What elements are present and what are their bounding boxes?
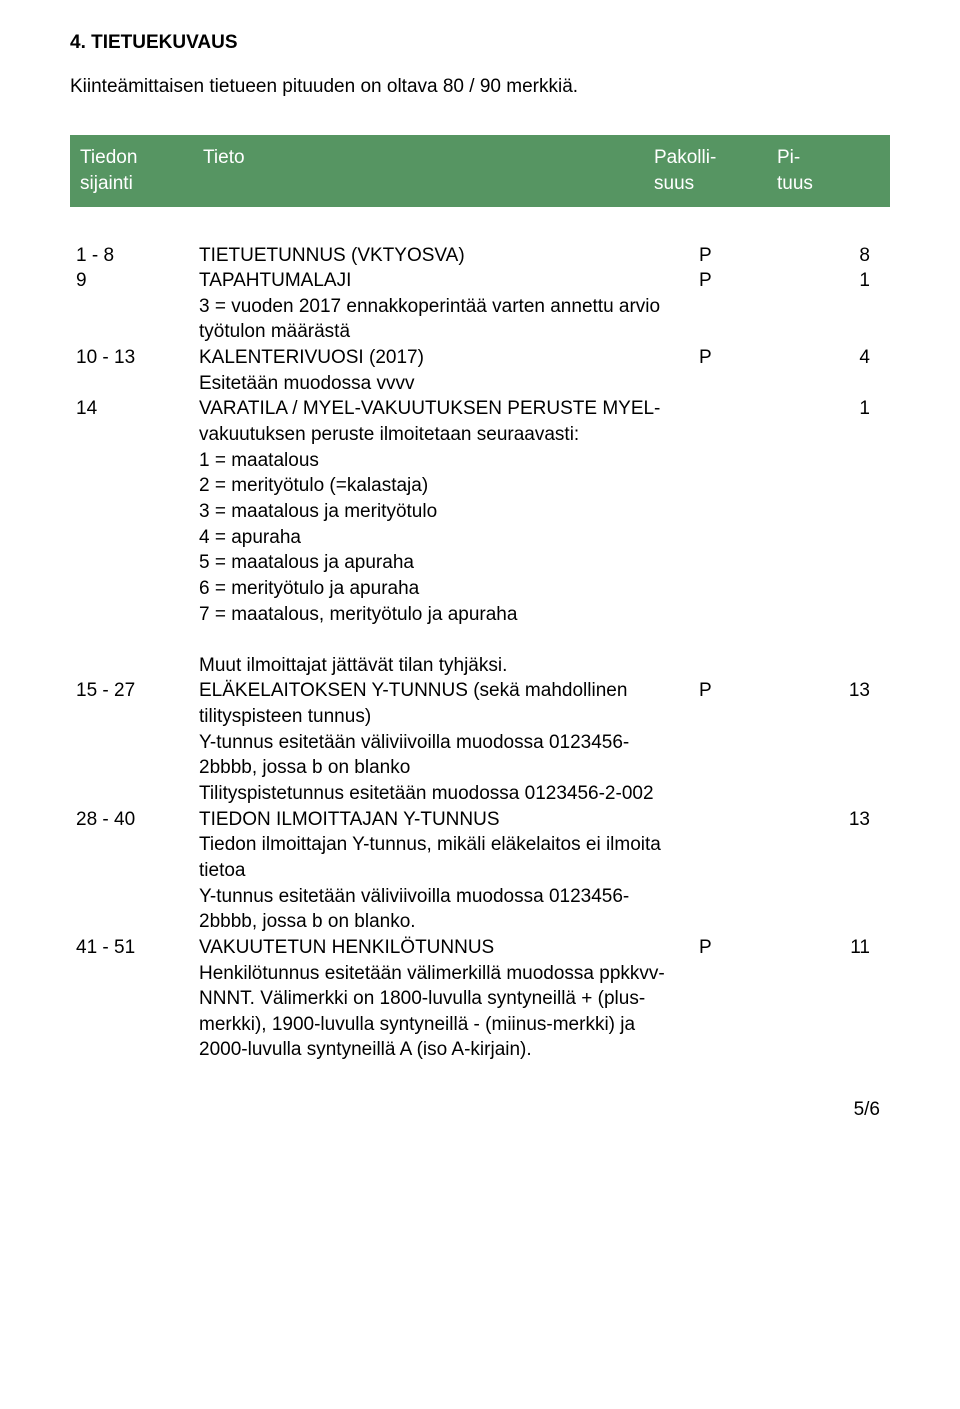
cell-pak: P xyxy=(685,243,767,269)
header-col-len-l2: tuus xyxy=(777,173,813,194)
header-col-tieto: Tieto xyxy=(193,135,644,206)
cell-pos: 14 xyxy=(70,396,193,678)
table-row: 41 - 51VAKUUTETUN HENKILÖTUNNUS Henkilöt… xyxy=(70,935,890,1063)
cell-pak xyxy=(685,396,767,678)
header-col-len: Pi- tuus xyxy=(767,135,890,206)
cell-len: 4 xyxy=(767,345,890,396)
header-col-len-l1: Pi- xyxy=(777,147,800,168)
header-col-pos-l2: sijainti xyxy=(80,173,133,194)
cell-len: 1 xyxy=(767,268,890,345)
data-table: 1 - 8TIETUETUNNUS (VKTYOSVA)P89TAPAHTUMA… xyxy=(70,243,890,1064)
cell-pak: P xyxy=(685,935,767,1063)
cell-pos: 41 - 51 xyxy=(70,935,193,1063)
cell-len: 13 xyxy=(767,807,890,935)
header-col-pak-l2: suus xyxy=(654,173,694,194)
table-row: 15 - 27ELÄKELAITOKSEN Y-TUNNUS (sekä mah… xyxy=(70,678,890,806)
cell-pak xyxy=(685,807,767,935)
header-col-pos: Tiedon sijainti xyxy=(70,135,193,206)
table-row: 10 - 13KALENTERIVUOSI (2017) Esitetään m… xyxy=(70,345,890,396)
intro-text: Kiinteämittaisen tietueen pituuden on ol… xyxy=(70,74,890,100)
cell-len: 13 xyxy=(767,678,890,806)
cell-pak: P xyxy=(685,268,767,345)
table-row: 9TAPAHTUMALAJI 3 = vuoden 2017 ennakkope… xyxy=(70,268,890,345)
table-row: 1 - 8TIETUETUNNUS (VKTYOSVA)P8 xyxy=(70,243,890,269)
cell-pos: 9 xyxy=(70,268,193,345)
cell-desc: ELÄKELAITOKSEN Y-TUNNUS (sekä mahdolline… xyxy=(193,678,685,806)
cell-pos: 10 - 13 xyxy=(70,345,193,396)
cell-len: 1 xyxy=(767,396,890,678)
column-header-bar: Tiedon sijainti Tieto Pakolli- suus Pi- … xyxy=(70,135,890,206)
cell-desc: TAPAHTUMALAJI 3 = vuoden 2017 ennakkoper… xyxy=(193,268,685,345)
table-row: 28 - 40TIEDON ILMOITTAJAN Y-TUNNUS Tiedo… xyxy=(70,807,890,935)
cell-pak: P xyxy=(685,345,767,396)
page-number: 5/6 xyxy=(70,1097,890,1123)
cell-pos: 15 - 27 xyxy=(70,678,193,806)
header-col-pos-l1: Tiedon xyxy=(80,147,137,168)
cell-desc: KALENTERIVUOSI (2017) Esitetään muodossa… xyxy=(193,345,685,396)
cell-len: 11 xyxy=(767,935,890,1063)
cell-pos: 28 - 40 xyxy=(70,807,193,935)
cell-desc: TIEDON ILMOITTAJAN Y-TUNNUS Tiedon ilmoi… xyxy=(193,807,685,935)
cell-desc: VAKUUTETUN HENKILÖTUNNUS Henkilötunnus e… xyxy=(193,935,685,1063)
cell-desc: TIETUETUNNUS (VKTYOSVA) xyxy=(193,243,685,269)
header-col-pak-l1: Pakolli- xyxy=(654,147,716,168)
cell-pos: 1 - 8 xyxy=(70,243,193,269)
cell-desc: VARATILA / MYEL-VAKUUTUKSEN PERUSTE MYEL… xyxy=(193,396,685,678)
cell-len: 8 xyxy=(767,243,890,269)
header-col-pak: Pakolli- suus xyxy=(644,135,767,206)
table-row: 14VARATILA / MYEL-VAKUUTUKSEN PERUSTE MY… xyxy=(70,396,890,678)
section-heading: 4. TIETUEKUVAUS xyxy=(70,30,890,56)
cell-pak: P xyxy=(685,678,767,806)
